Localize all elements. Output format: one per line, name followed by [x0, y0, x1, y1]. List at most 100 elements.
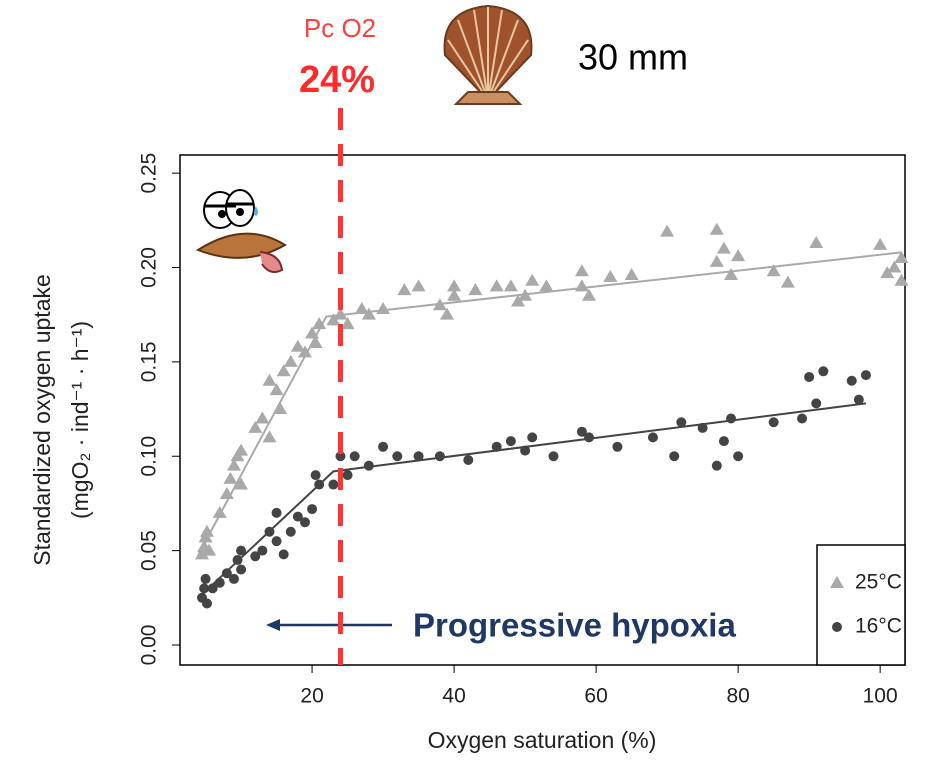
- circle-point: [257, 545, 268, 556]
- triangle-point: [202, 543, 217, 556]
- circle-point: [200, 573, 211, 584]
- circle-point: [811, 398, 822, 409]
- circle-point: [463, 455, 474, 466]
- triangle-point: [234, 443, 249, 456]
- legend-label: 16°C: [855, 615, 902, 638]
- circle-point: [314, 479, 325, 490]
- x-tick-label: 80: [726, 685, 749, 708]
- circle-point: [292, 511, 303, 522]
- triangle-point: [574, 264, 589, 277]
- circle-point: [232, 555, 243, 566]
- circle-point: [221, 568, 232, 579]
- triangle-point: [709, 222, 724, 235]
- circle-point: [285, 526, 296, 537]
- circle-point: [718, 436, 729, 447]
- triangle-point: [376, 302, 391, 315]
- triangle-point: [894, 251, 909, 264]
- y-tick-label: 0.05: [138, 530, 161, 571]
- triangle-point: [830, 576, 844, 588]
- circle-point: [846, 375, 857, 386]
- triangle-point: [199, 524, 214, 537]
- circle-point: [804, 371, 815, 382]
- triangle-point: [468, 283, 483, 296]
- tired-scallop-icon: [195, 189, 287, 273]
- fit-line: [197, 402, 867, 599]
- triangle-point: [262, 373, 277, 386]
- y-axis-label: (mgO₂ · ind⁻¹ · h⁻¹): [67, 321, 93, 519]
- circle-point: [271, 536, 282, 547]
- triangle-point: [297, 345, 312, 358]
- circle-point: [199, 583, 210, 594]
- triangle-point: [262, 430, 277, 443]
- circle-point: [860, 370, 871, 381]
- triangle-point: [709, 254, 724, 267]
- circle-point: [548, 451, 559, 462]
- triangle-point: [489, 279, 504, 292]
- circle-point: [733, 451, 744, 462]
- circle-point: [818, 366, 829, 377]
- triangle-point: [780, 275, 795, 288]
- critical-title: Pc O2: [304, 13, 376, 43]
- circle-point: [378, 441, 389, 452]
- circle-point: [647, 432, 658, 443]
- x-tick-label: 100: [863, 685, 898, 708]
- circle-point: [264, 526, 275, 537]
- circle-point: [505, 436, 516, 447]
- triangle-point: [525, 273, 540, 286]
- x-tick-label: 60: [584, 685, 607, 708]
- triangle-point: [269, 383, 284, 396]
- triangle-point: [290, 339, 305, 352]
- triangle-point: [887, 260, 902, 273]
- triangle-point: [248, 420, 263, 433]
- x-axis-label: Oxygen saturation (%): [428, 727, 657, 753]
- hypoxia-arrow: [266, 619, 392, 631]
- x-tick-label: 40: [442, 685, 465, 708]
- triangle-point: [354, 302, 369, 315]
- circle-point: [697, 422, 708, 433]
- circle-point: [307, 504, 318, 515]
- triangle-point: [447, 279, 462, 292]
- plot-frame: [179, 154, 906, 666]
- triangle-point: [731, 249, 746, 262]
- circle-point: [363, 460, 374, 471]
- arrow-note: Progressive hypoxia: [413, 607, 736, 644]
- circle-point: [310, 470, 321, 481]
- triangle-point: [234, 477, 249, 490]
- triangle-point: [603, 269, 618, 282]
- triangle-point: [511, 294, 526, 307]
- triangle-point: [255, 411, 270, 424]
- triangle-point: [305, 326, 320, 339]
- circle-point: [201, 598, 212, 609]
- triangle-point: [724, 268, 739, 281]
- circle-point: [228, 573, 239, 584]
- triangle-point: [880, 266, 895, 279]
- circle-point: [250, 551, 261, 562]
- triangle-point: [503, 279, 518, 292]
- triangle-point: [397, 283, 412, 296]
- circle-point: [726, 413, 737, 424]
- circle-point: [669, 451, 680, 462]
- circle-point: [832, 622, 842, 632]
- triangle-point: [276, 364, 291, 377]
- critical-label: 24%: [299, 59, 375, 101]
- circle-point: [328, 479, 339, 490]
- triangle-point: [219, 486, 234, 499]
- triangle-point: [432, 298, 447, 311]
- circle-point: [207, 583, 218, 594]
- triangle-point: [226, 458, 241, 471]
- circle-point: [214, 577, 225, 588]
- circle-point: [676, 417, 687, 428]
- triangle-point: [447, 288, 462, 301]
- y-tick-label: 0.25: [138, 153, 161, 194]
- circle-point: [527, 432, 538, 443]
- triangle-point: [518, 288, 533, 301]
- triangle-point: [439, 307, 454, 320]
- x-tick-label: 20: [300, 685, 323, 708]
- triangle-point: [283, 354, 298, 367]
- triangle-point: [716, 241, 731, 254]
- triangle-point: [894, 273, 909, 286]
- triangle-point: [312, 317, 327, 330]
- circle-point: [299, 517, 310, 528]
